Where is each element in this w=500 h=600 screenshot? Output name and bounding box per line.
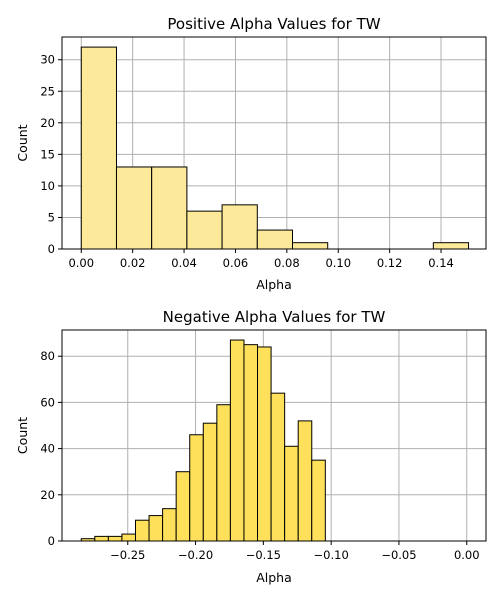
y-tick-label: 10 xyxy=(40,179,55,193)
histogram-bar xyxy=(189,434,204,542)
y-tick-label: 80 xyxy=(40,349,55,363)
plot-frame xyxy=(61,329,487,542)
histogram-bar xyxy=(107,535,123,542)
histogram-bar xyxy=(221,204,258,250)
histogram-bar xyxy=(229,339,245,542)
chart-title: Negative Alpha Values for TW xyxy=(163,308,386,326)
histogram-bar xyxy=(134,519,150,542)
histogram-bar xyxy=(121,533,136,542)
y-tick-label: 30 xyxy=(40,53,55,67)
histogram-bar xyxy=(94,535,109,542)
x-axis-label: Alpha xyxy=(256,277,292,292)
plot-frame xyxy=(61,36,487,250)
histogram-bar xyxy=(151,166,188,250)
y-axis-label: Count xyxy=(15,417,30,454)
histogram-bar xyxy=(202,422,218,542)
x-tick-label: 0.02 xyxy=(120,256,146,270)
histogram-bar xyxy=(270,392,286,542)
y-axis-label: Count xyxy=(15,124,30,161)
x-tick-label: 0.08 xyxy=(274,256,300,270)
histogram-bar xyxy=(148,515,164,542)
negative-alpha-histogram: −0.25 −0.20 −0.15 −0.10 −0.05 0.00 0 20 40 60 80 Ne… xyxy=(15,308,487,585)
y-tick-label: 15 xyxy=(40,147,55,161)
x-tick-label: −0.20 xyxy=(178,548,213,562)
x-tick-label: −0.25 xyxy=(110,548,145,562)
x-tick-label: 0.10 xyxy=(325,256,351,270)
histogram-bar xyxy=(243,344,259,542)
x-tick-label: −0.05 xyxy=(381,548,416,562)
histogram-bar xyxy=(257,346,272,542)
y-tick-label: 60 xyxy=(40,395,55,409)
y-tick-label: 0 xyxy=(48,534,55,548)
x-tick-label: 0.14 xyxy=(428,256,454,270)
y-tick-label: 20 xyxy=(40,116,55,130)
histogram-bar xyxy=(256,229,294,250)
histogram-bar xyxy=(216,404,231,542)
histogram-bar xyxy=(432,242,470,250)
x-tick-label: 0.00 xyxy=(68,256,94,270)
y-tick-label: 0 xyxy=(48,242,55,256)
histogram-bar xyxy=(186,210,223,250)
histogram-bar xyxy=(115,166,153,250)
x-tick-label: 0.06 xyxy=(223,256,249,270)
y-tick-label: 5 xyxy=(48,210,55,224)
chart-title: Positive Alpha Values for TW xyxy=(167,15,380,33)
y-tick-label: 40 xyxy=(40,442,55,456)
histogram-bar xyxy=(311,459,326,542)
x-tick-label: 0.12 xyxy=(377,256,403,270)
y-tick-label: 25 xyxy=(40,84,55,98)
histogram-bar xyxy=(292,242,329,250)
positive-alpha-histogram: 0.00 0.02 0.04 0.06 0.08 0.10 0.12 0.14 0 5 10 15 20… xyxy=(15,15,487,292)
x-tick-label: 0.00 xyxy=(454,548,480,562)
y-tick-label: 20 xyxy=(40,488,55,502)
x-axis-label: Alpha xyxy=(256,570,292,585)
histogram-bar xyxy=(297,420,313,542)
histogram-bar xyxy=(80,46,117,250)
histogram-bar xyxy=(284,445,299,542)
histogram-bar xyxy=(175,471,191,542)
x-tick-label: −0.15 xyxy=(246,548,281,562)
histogram-bar xyxy=(162,508,177,542)
x-tick-label: −0.10 xyxy=(314,548,349,562)
x-tick-label: 0.04 xyxy=(171,256,197,270)
